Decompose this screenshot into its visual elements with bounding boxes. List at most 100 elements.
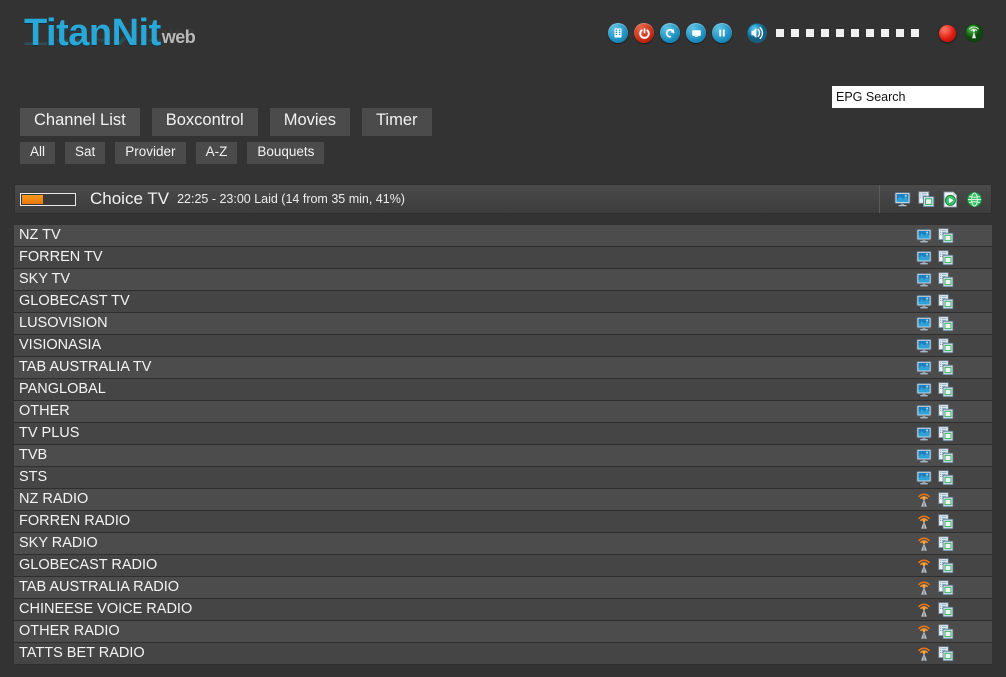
monitor-icon[interactable]	[916, 294, 932, 310]
monitor-icon[interactable]	[916, 470, 932, 486]
bouquet-row[interactable]: FORREN TV	[14, 247, 992, 269]
bouquet-row[interactable]: SKY RADIO	[14, 533, 992, 555]
screen-icon[interactable]	[686, 23, 706, 43]
radio-antenna-icon[interactable]	[916, 624, 932, 640]
tab-filter-a-z[interactable]: A-Z	[195, 142, 238, 164]
volume-step[interactable]	[866, 29, 874, 37]
monitor-icon[interactable]	[916, 272, 932, 288]
media-play-file-icon[interactable]	[942, 190, 959, 208]
copy-windows-icon[interactable]	[918, 190, 935, 208]
bouquet-row[interactable]: TV PLUS	[14, 423, 992, 445]
radio-antenna-icon[interactable]	[916, 580, 932, 596]
monitor-icon[interactable]	[894, 191, 911, 208]
bouquet-row[interactable]: NZ RADIO	[14, 489, 992, 511]
copy-windows-icon[interactable]	[938, 337, 954, 354]
copy-windows-icon[interactable]	[938, 447, 954, 464]
bouquet-row[interactable]: FORREN RADIO	[14, 511, 992, 533]
copy-windows-icon[interactable]	[938, 425, 954, 442]
bouquet-row[interactable]: NZ TV	[14, 225, 992, 247]
copy-windows-icon[interactable]	[938, 227, 954, 244]
tab-filter-bouquets[interactable]: Bouquets	[247, 142, 325, 164]
tab-movies[interactable]: Movies	[269, 108, 350, 136]
tab-filter-sat[interactable]: Sat	[65, 142, 106, 164]
radio-antenna-icon[interactable]	[916, 602, 932, 618]
bouquet-row[interactable]: SKY TV	[14, 269, 992, 291]
copy-windows-icon[interactable]	[938, 381, 954, 398]
bouquet-row[interactable]: LUSOVISION	[14, 313, 992, 335]
bouquet-row[interactable]: TAB AUSTRALIA TV	[14, 357, 992, 379]
copy-windows-icon[interactable]	[938, 359, 954, 376]
bouquet-row[interactable]: TVB	[14, 445, 992, 467]
bouquet-row-actions	[916, 403, 954, 420]
bouquet-row-label: FORREN TV	[19, 249, 103, 266]
bouquet-row[interactable]: GLOBECAST TV	[14, 291, 992, 313]
bouquet-row[interactable]: GLOBECAST RADIO	[14, 555, 992, 577]
volume-level-indicator[interactable]	[776, 29, 919, 37]
monitor-icon[interactable]	[916, 404, 932, 420]
radio-antenna-icon[interactable]	[916, 492, 932, 508]
monitor-icon[interactable]	[916, 316, 932, 332]
refresh-icon[interactable]	[660, 23, 680, 43]
copy-windows-icon[interactable]	[938, 469, 954, 486]
volume-icon[interactable]	[746, 22, 768, 44]
epg-search-input[interactable]	[832, 86, 984, 108]
bouquet-row[interactable]: VISIONASIA	[14, 335, 992, 357]
bouquet-row[interactable]: OTHER	[14, 401, 992, 423]
copy-windows-icon[interactable]	[938, 513, 954, 530]
bouquet-row-label: TV PLUS	[19, 425, 80, 442]
radio-antenna-icon[interactable]	[916, 514, 932, 530]
tab-filter-provider[interactable]: Provider	[115, 142, 186, 164]
copy-windows-icon[interactable]	[938, 271, 954, 288]
monitor-icon[interactable]	[916, 448, 932, 464]
volume-step[interactable]	[821, 29, 829, 37]
copy-windows-icon[interactable]	[938, 645, 954, 662]
copy-windows-icon[interactable]	[938, 623, 954, 640]
volume-step[interactable]	[911, 29, 919, 37]
bouquet-row[interactable]: STS	[14, 467, 992, 489]
copy-windows-icon[interactable]	[938, 601, 954, 618]
bouquet-row[interactable]: PANGLOBAL	[14, 379, 992, 401]
copy-windows-icon[interactable]	[938, 579, 954, 596]
radio-antenna-icon[interactable]	[916, 536, 932, 552]
radio-antenna-icon[interactable]	[916, 558, 932, 574]
tab-channel-list[interactable]: Channel List	[20, 108, 140, 136]
monitor-icon[interactable]	[916, 382, 932, 398]
bouquet-row-label: FORREN RADIO	[19, 513, 131, 530]
copy-windows-icon[interactable]	[938, 249, 954, 266]
bouquet-row[interactable]: TAB AUSTRALIA RADIO	[14, 577, 992, 599]
monitor-icon[interactable]	[916, 360, 932, 376]
bouquet-row-label: CHINEESE VOICE RADIO	[19, 601, 193, 618]
monitor-icon[interactable]	[916, 250, 932, 266]
bouquet-row-actions	[916, 227, 954, 244]
menu-grid-icon[interactable]	[608, 23, 628, 43]
bouquet-row[interactable]: OTHER RADIO	[14, 621, 992, 643]
monitor-icon[interactable]	[916, 338, 932, 354]
volume-step[interactable]	[836, 29, 844, 37]
copy-windows-icon[interactable]	[938, 557, 954, 574]
tab-filter-all[interactable]: All	[20, 142, 56, 164]
volume-step[interactable]	[806, 29, 814, 37]
copy-windows-icon[interactable]	[938, 403, 954, 420]
monitor-icon[interactable]	[916, 228, 932, 244]
bouquet-row[interactable]: TATTS BET RADIO	[14, 643, 992, 665]
pause-icon[interactable]	[712, 23, 732, 43]
power-icon[interactable]	[634, 23, 654, 43]
volume-step[interactable]	[896, 29, 904, 37]
volume-step[interactable]	[776, 29, 784, 37]
bouquet-row-actions	[916, 447, 954, 464]
globe-icon[interactable]	[966, 191, 983, 208]
bouquet-row[interactable]: CHINEESE VOICE RADIO	[14, 599, 992, 621]
now-playing-progress-bar	[20, 192, 76, 206]
monitor-icon[interactable]	[916, 426, 932, 442]
copy-windows-icon[interactable]	[938, 315, 954, 332]
copy-windows-icon[interactable]	[938, 293, 954, 310]
tab-timer[interactable]: Timer	[361, 108, 432, 136]
volume-step[interactable]	[881, 29, 889, 37]
tab-boxcontrol[interactable]: Boxcontrol	[151, 108, 258, 136]
copy-windows-icon[interactable]	[938, 535, 954, 552]
copy-windows-icon[interactable]	[938, 491, 954, 508]
volume-step[interactable]	[851, 29, 859, 37]
volume-step[interactable]	[791, 29, 799, 37]
radio-antenna-icon[interactable]	[916, 646, 932, 662]
